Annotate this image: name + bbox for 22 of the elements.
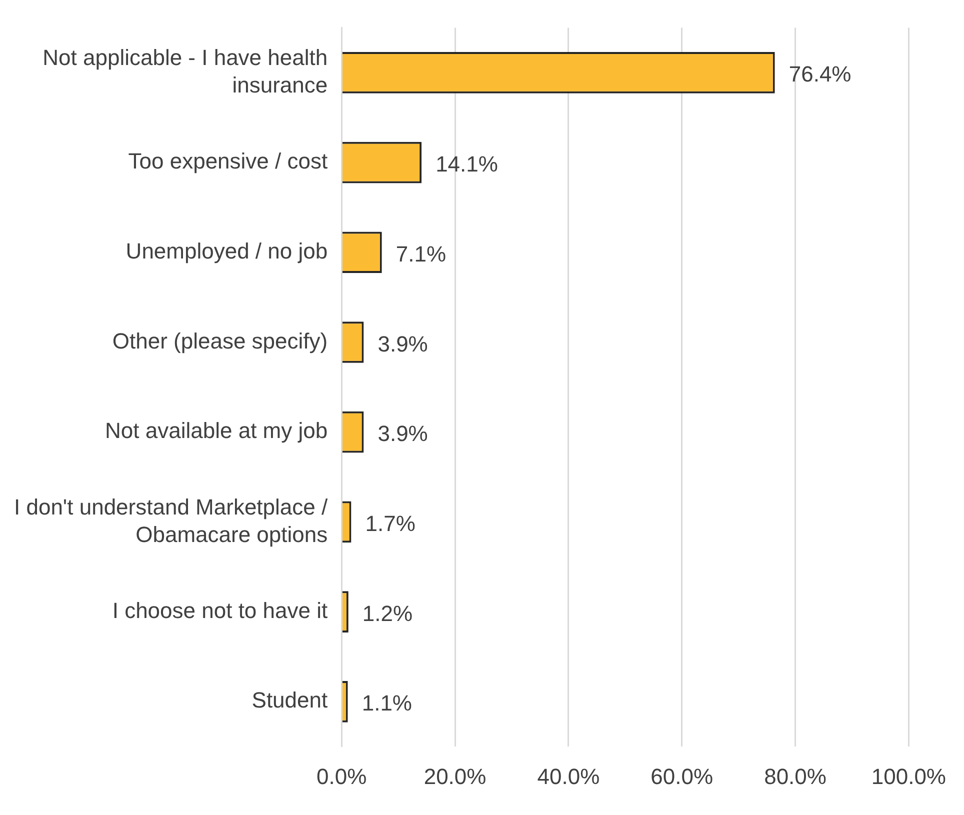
- y-tick-label: Not applicable - I have health insurance: [42, 44, 328, 98]
- y-tick-label: Other (please specify): [112, 328, 328, 354]
- x-tick-label: 60.0%: [650, 764, 714, 789]
- data-label: 1.7%: [365, 511, 416, 536]
- y-tick-label: Unemployed / no job: [126, 238, 328, 264]
- data-label: 7.1%: [396, 241, 446, 266]
- data-label: 3.9%: [378, 421, 428, 446]
- data-label: 3.9%: [378, 331, 428, 356]
- y-tick-label: Not available at my job: [105, 418, 328, 444]
- x-tick-label: 80.0%: [764, 764, 826, 789]
- x-tick-label: 20.0%: [424, 764, 486, 789]
- y-tick-label: I choose not to have it: [112, 598, 328, 623]
- x-tick-label: 0.0%: [316, 764, 367, 789]
- x-tick-label: 40.0%: [537, 764, 600, 789]
- data-label: 1.1%: [362, 690, 412, 716]
- data-label: 76.4%: [788, 62, 852, 87]
- y-tick-label: Too expensive / cost: [128, 148, 328, 174]
- y-tick-label: Student: [252, 688, 328, 713]
- data-label: 14.1%: [436, 152, 498, 177]
- data-label: 1.2%: [362, 600, 413, 626]
- y-tick-label: I don't understand Marketplace / Obamacare options: [14, 494, 328, 547]
- x-tick-label: 100.0%: [871, 764, 946, 789]
